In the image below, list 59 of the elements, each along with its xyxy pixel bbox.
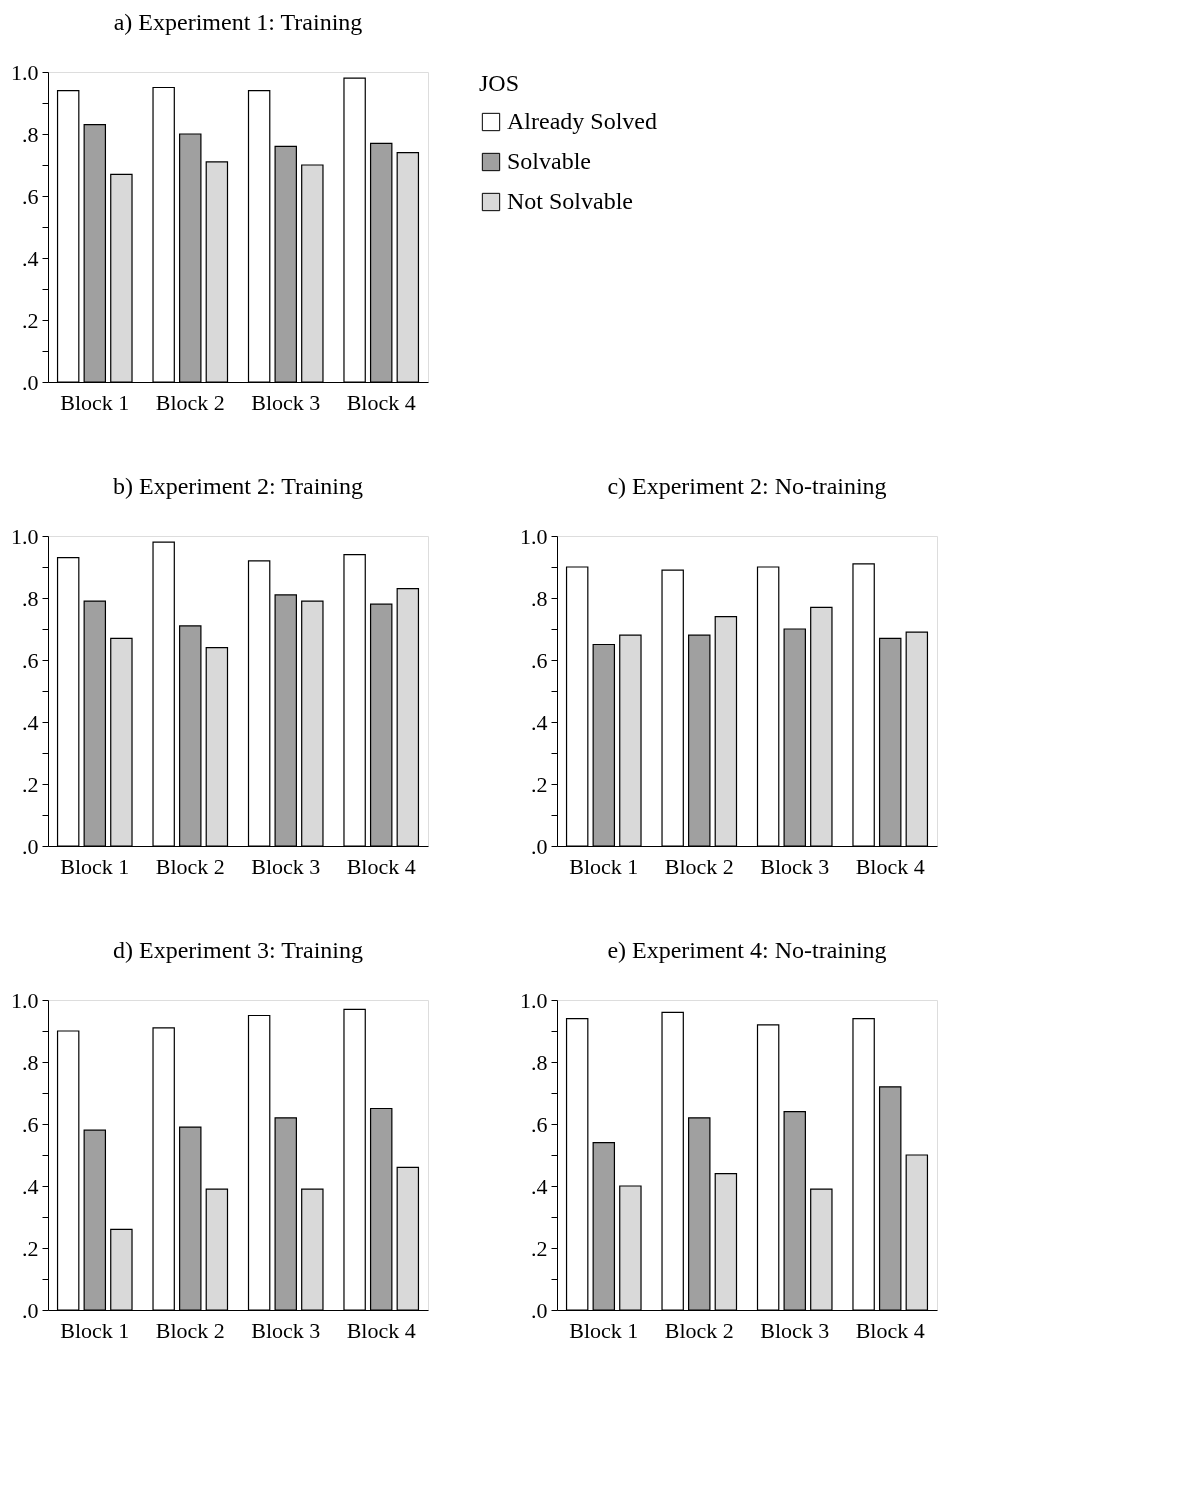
y-tick-label: .4 xyxy=(531,709,548,735)
x-tick-label: Block 4 xyxy=(346,853,416,879)
y-tick-label: .8 xyxy=(531,585,548,611)
y-tick-label: .0 xyxy=(22,833,39,859)
y-tick-label: .4 xyxy=(22,709,39,735)
x-tick-label: Block 4 xyxy=(855,853,925,879)
x-tick-label: Block 4 xyxy=(855,1317,925,1343)
x-tick-label: Block 1 xyxy=(569,1317,639,1343)
x-tick-label: Block 2 xyxy=(664,1317,734,1343)
x-tick-label: Block 4 xyxy=(346,1317,416,1343)
y-tick-label: .8 xyxy=(22,585,39,611)
x-tick-label: Block 4 xyxy=(346,389,416,415)
x-tick-label: Block 1 xyxy=(60,853,130,879)
y-tick-label: .0 xyxy=(531,833,548,859)
x-tick-label: Block 1 xyxy=(60,389,130,415)
legend-label: Not Solvable xyxy=(507,188,633,214)
y-tick-label: .2 xyxy=(531,1235,548,1261)
y-tick-label: .6 xyxy=(22,1111,39,1137)
y-tick-label: .2 xyxy=(531,771,548,797)
y-tick-label: 1.0 xyxy=(520,523,548,549)
x-tick-label: Block 1 xyxy=(569,853,639,879)
chart-title: e) Experiment 4: No-training xyxy=(607,937,887,963)
legend-title: JOS xyxy=(479,70,520,96)
y-tick-label: .2 xyxy=(22,307,39,333)
y-tick-label: .6 xyxy=(531,647,548,673)
legend-label: Solvable xyxy=(507,148,591,174)
y-tick-label: .0 xyxy=(22,1297,39,1323)
y-tick-label: .0 xyxy=(22,369,39,395)
x-tick-label: Block 2 xyxy=(155,853,225,879)
chart-title: d) Experiment 3: Training xyxy=(113,937,363,963)
y-tick-label: .2 xyxy=(22,1235,39,1261)
y-tick-label: .6 xyxy=(22,183,39,209)
chart-title: a) Experiment 1: Training xyxy=(113,9,363,35)
x-tick-label: Block 3 xyxy=(760,1317,830,1343)
chart-title: c) Experiment 2: No-training xyxy=(607,473,887,499)
x-tick-label: Block 2 xyxy=(155,389,225,415)
y-tick-label: .6 xyxy=(22,647,39,673)
y-tick-label: .6 xyxy=(531,1111,548,1137)
chart-title: b) Experiment 2: Training xyxy=(113,473,363,499)
x-tick-label: Block 1 xyxy=(60,1317,130,1343)
x-tick-label: Block 2 xyxy=(155,1317,225,1343)
x-tick-label: Block 3 xyxy=(251,853,321,879)
y-tick-label: .8 xyxy=(22,121,39,147)
legend-label: Already Solved xyxy=(507,108,657,134)
x-tick-label: Block 2 xyxy=(664,853,734,879)
x-tick-label: Block 3 xyxy=(251,389,321,415)
y-tick-label: 1.0 xyxy=(11,59,39,85)
y-tick-label: .4 xyxy=(531,1173,548,1199)
x-tick-label: Block 3 xyxy=(760,853,830,879)
y-tick-label: 1.0 xyxy=(520,987,548,1013)
y-tick-label: .2 xyxy=(22,771,39,797)
y-tick-label: .8 xyxy=(531,1049,548,1075)
y-tick-label: .4 xyxy=(22,245,39,271)
y-tick-label: .4 xyxy=(22,1173,39,1199)
y-tick-label: 1.0 xyxy=(11,987,39,1013)
y-tick-label: .8 xyxy=(22,1049,39,1075)
y-tick-label: 1.0 xyxy=(11,523,39,549)
x-tick-label: Block 3 xyxy=(251,1317,321,1343)
y-tick-label: .0 xyxy=(531,1297,548,1323)
